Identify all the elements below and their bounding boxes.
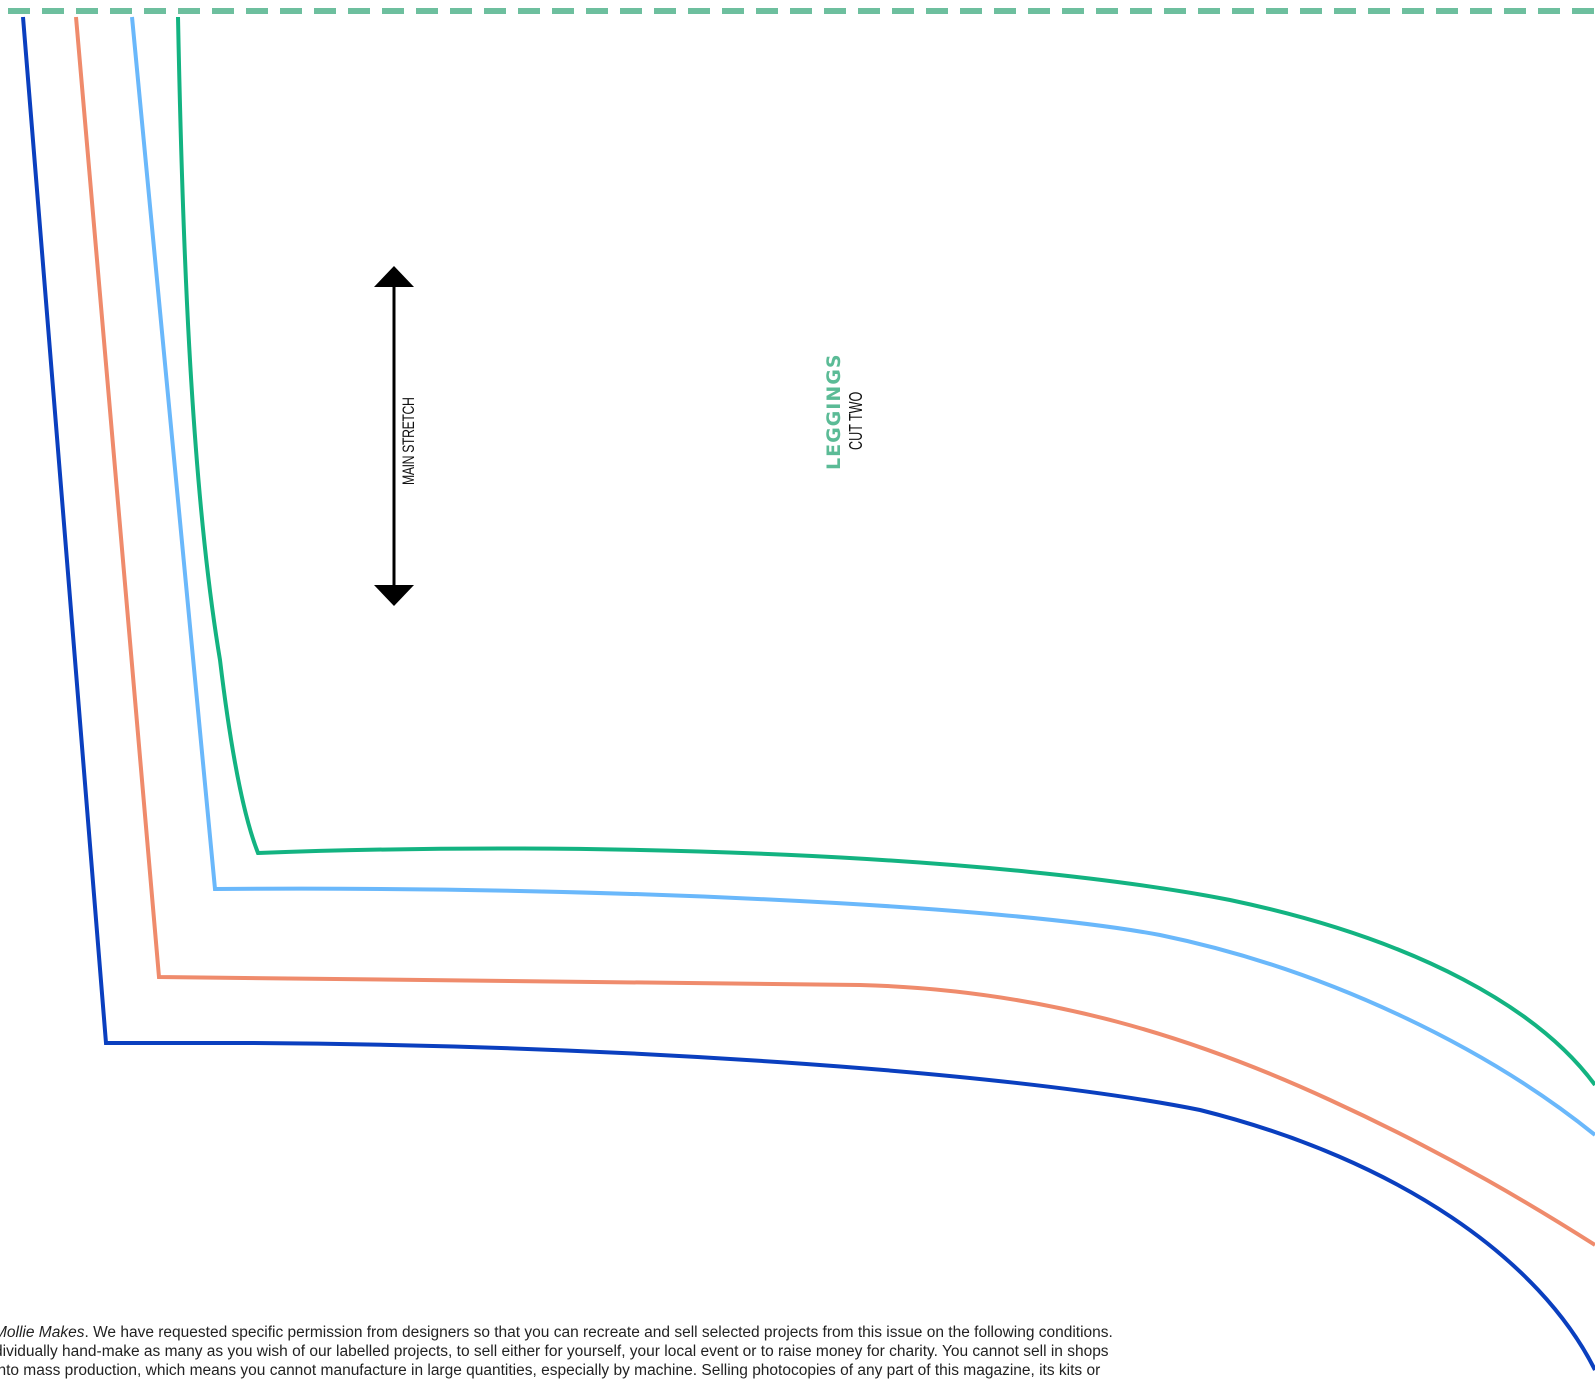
size-outline-3 bbox=[130, 16, 1595, 1137]
pattern-subtitle: CUT TWO bbox=[846, 391, 866, 450]
pattern-title: LEGGINGS bbox=[823, 353, 845, 470]
copyright-disclaimer: Mollie Makes. We have requested specific… bbox=[0, 1323, 1134, 1380]
disclaimer-line-1: Mollie Makes. We have requested specific… bbox=[0, 1323, 1134, 1342]
disclaimer-line-3: into mass production, which means you ca… bbox=[0, 1362, 1101, 1379]
magazine-name: Mollie Makes bbox=[0, 1324, 85, 1341]
grain-line-label: MAIN STRETCH bbox=[399, 397, 418, 485]
arrow-down-icon bbox=[374, 585, 414, 606]
size-outline-4 bbox=[176, 16, 1595, 1087]
disclaimer-line-1-text: . We have requested specific permission … bbox=[84, 1324, 1113, 1341]
disclaimer-line-2: dividually hand-make as many as you wish… bbox=[0, 1343, 1109, 1360]
arrow-up-icon bbox=[374, 266, 414, 287]
stretch-arrow bbox=[374, 266, 414, 606]
size-outline-2 bbox=[74, 16, 1595, 1247]
size-outline-1 bbox=[21, 16, 1595, 1371]
